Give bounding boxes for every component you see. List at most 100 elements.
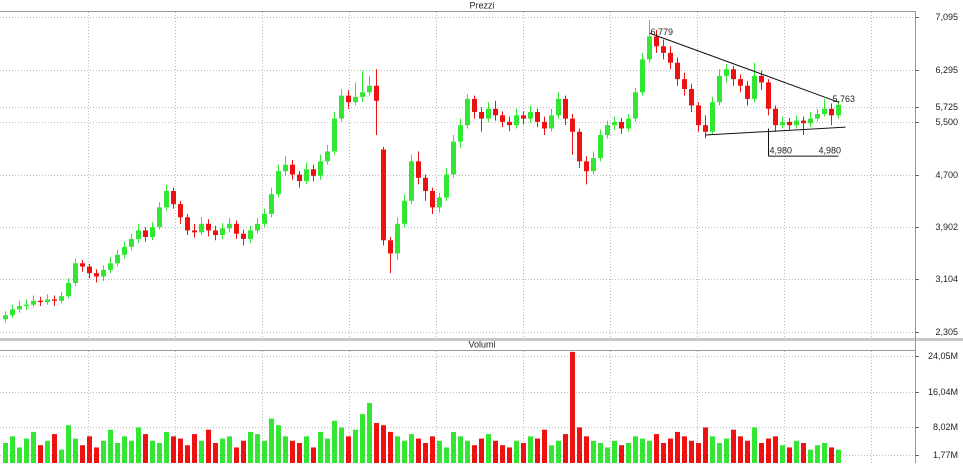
volume-bar <box>108 429 113 463</box>
y-tick-label: 1,77M <box>933 450 958 460</box>
y-tick-label: 16,04M <box>928 387 958 397</box>
candle-body <box>689 89 694 106</box>
volume-bar <box>745 440 750 463</box>
volume-bar <box>542 429 547 463</box>
y-tick-label: 6,295 <box>935 65 958 75</box>
volume-bar <box>570 351 575 463</box>
annotation: 5,763 <box>833 94 856 104</box>
y-tick-label: 2,305 <box>935 327 958 337</box>
volume-bar <box>724 438 729 463</box>
candle-body <box>612 121 617 126</box>
volume-bar <box>430 436 435 463</box>
volume-bar <box>703 427 708 463</box>
candle-body <box>808 118 813 124</box>
volume-bar <box>388 431 393 463</box>
volume-bar <box>381 425 386 463</box>
volume-bar <box>794 440 799 463</box>
candle-body <box>73 263 78 284</box>
candle-body <box>192 230 197 233</box>
chart-title: Prezzi <box>469 0 494 10</box>
volume-bar <box>367 403 372 463</box>
candle-body <box>136 230 141 239</box>
volume-bar <box>563 434 568 463</box>
volume-bar <box>332 420 337 463</box>
volume-bar <box>206 429 211 463</box>
volume-bar <box>682 436 687 463</box>
volume-bar <box>591 440 596 463</box>
candle-body <box>500 115 505 122</box>
candle-body <box>213 230 218 236</box>
volume-bar <box>507 447 512 463</box>
volume-bar <box>255 434 260 463</box>
volume-bar <box>486 434 491 463</box>
volume-bar <box>710 436 715 463</box>
candle-body <box>521 115 526 119</box>
candle-body <box>17 306 22 310</box>
candle-body <box>66 283 71 297</box>
candle-body <box>101 269 106 277</box>
volume-bar <box>115 443 120 463</box>
volume-bar <box>94 447 99 463</box>
volume-bar <box>178 438 183 463</box>
candle-body <box>59 296 64 301</box>
candle-body <box>367 85 372 93</box>
volume-bar <box>822 443 827 463</box>
candle-body <box>248 230 253 239</box>
volume-bar <box>374 423 379 463</box>
candle-body <box>241 233 246 239</box>
candle-body <box>738 79 743 86</box>
candle-body <box>129 238 134 247</box>
volume-bar <box>808 449 813 463</box>
volume-bar <box>199 440 204 463</box>
volume-bar <box>220 438 225 463</box>
candle-body <box>528 112 533 119</box>
candle-body <box>45 299 50 303</box>
volume-bar <box>416 438 421 463</box>
candle-body <box>332 118 337 152</box>
volume-bar <box>836 449 841 463</box>
y-tick-label: 3,902 <box>935 222 958 232</box>
candle-body <box>829 108 834 116</box>
candle-body <box>675 62 680 80</box>
volume-bar <box>801 443 806 463</box>
volume-bar <box>619 445 624 463</box>
volume-bar <box>276 425 281 463</box>
candle-body <box>416 161 421 178</box>
candle-body <box>290 164 295 175</box>
candle-body <box>108 263 113 270</box>
candle-body <box>115 254 120 264</box>
trend-line <box>649 32 839 103</box>
candle-body <box>262 213 267 224</box>
candle-body <box>486 108 491 119</box>
volume-bar <box>752 427 757 463</box>
candle-body <box>360 92 365 97</box>
volume-bar <box>423 443 428 463</box>
candle-body <box>346 95 351 103</box>
volume-bar <box>766 438 771 463</box>
volume-bar <box>787 447 792 463</box>
volume-bar <box>66 425 71 463</box>
volume-bar <box>10 436 15 463</box>
volume-bar <box>465 440 470 463</box>
volume-bar <box>829 447 834 463</box>
volume-bar <box>73 438 78 463</box>
candle-body <box>437 197 442 208</box>
candle-body <box>304 169 309 182</box>
volume-bar <box>213 443 218 463</box>
volume-bar <box>262 440 267 463</box>
candle-body <box>276 171 281 195</box>
candle-body <box>661 46 666 53</box>
candle-body <box>556 98 561 116</box>
candle-body <box>311 169 316 176</box>
trend-line <box>705 126 846 136</box>
volume-bar <box>395 436 400 463</box>
y-tick-label: 5,500 <box>935 117 958 127</box>
candle-body <box>801 120 806 124</box>
candle-body <box>668 52 673 63</box>
volume-bar <box>171 436 176 463</box>
candle-body <box>255 223 260 231</box>
volume-bar <box>101 440 106 463</box>
candle-body <box>3 315 8 320</box>
candle-body <box>724 69 729 76</box>
